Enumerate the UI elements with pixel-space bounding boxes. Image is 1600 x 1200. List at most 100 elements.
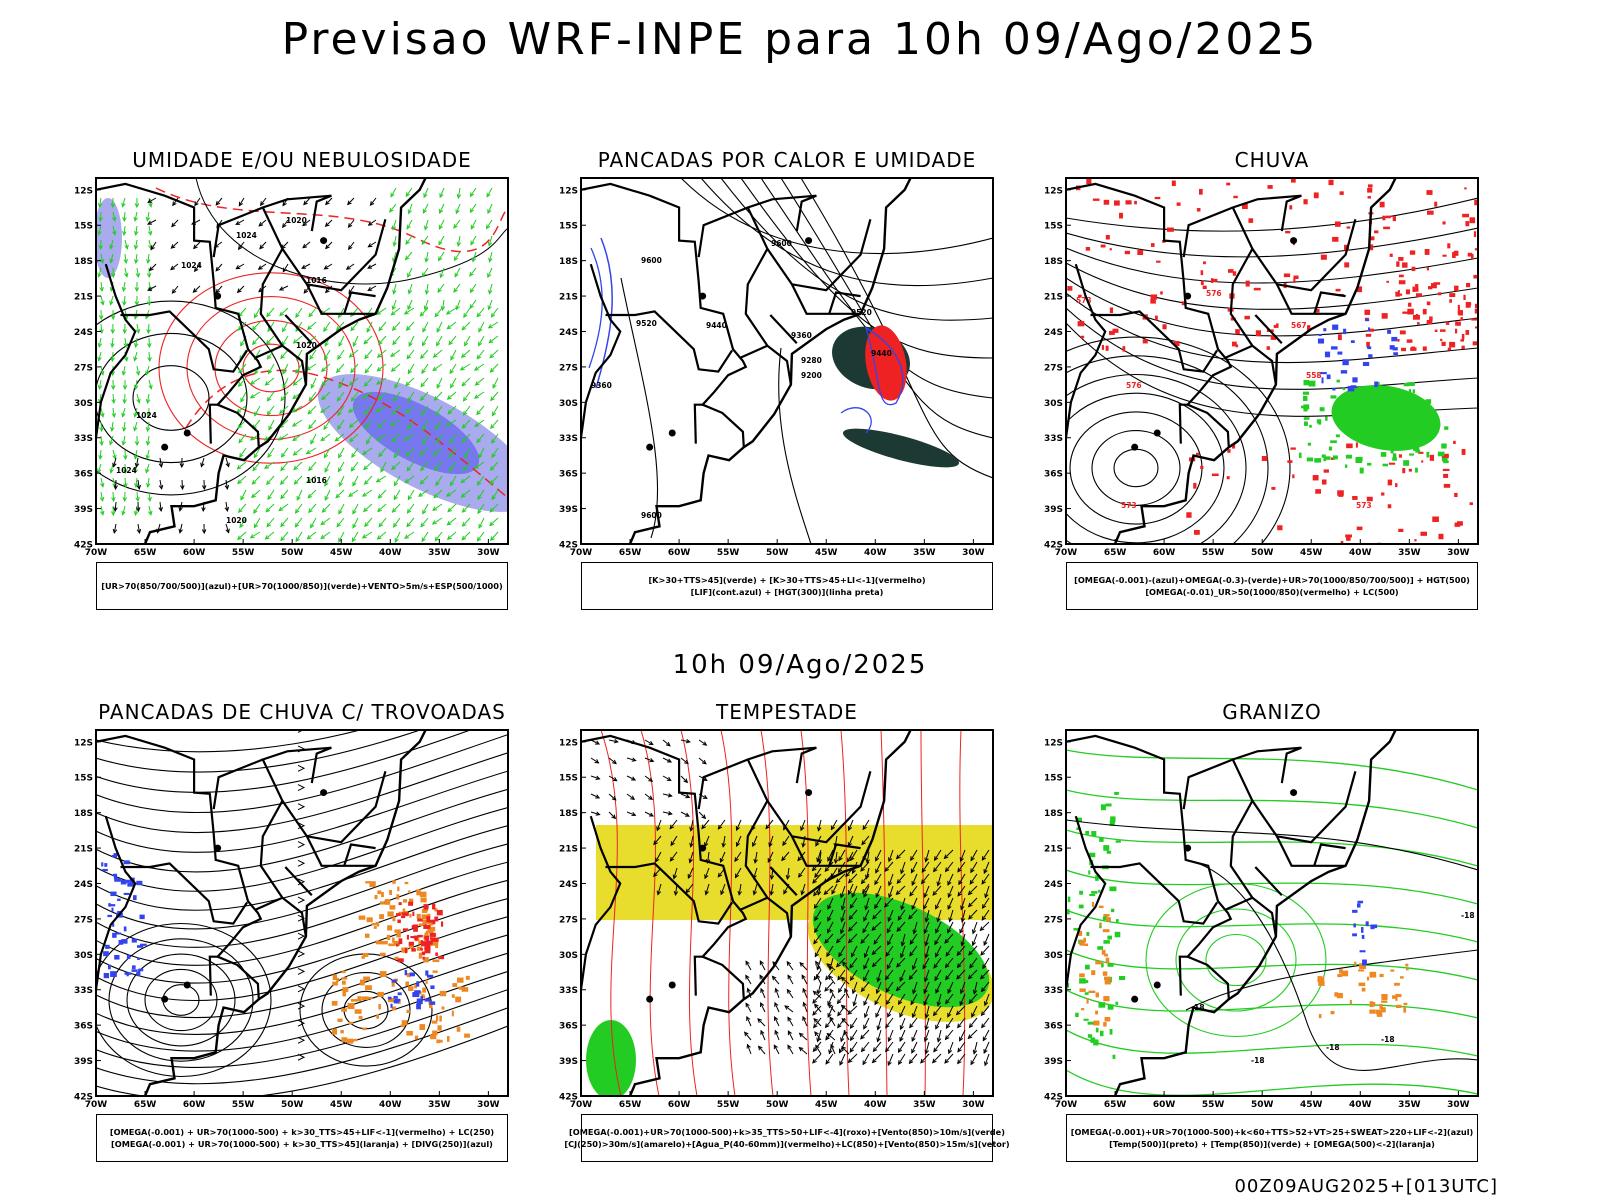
thickness-contour (185, 369, 508, 499)
wind-vector (981, 909, 990, 921)
wind-vector-green (392, 391, 401, 402)
wind-vector-green (408, 283, 413, 294)
storm-orange (357, 996, 362, 1002)
rain-red (1255, 330, 1262, 337)
lake-mark (1184, 292, 1192, 300)
storm-orange (430, 926, 436, 932)
panel-title-pancadas-calor: PANCADAS POR CALOR E UMIDADE (597, 148, 977, 172)
rain-red (1473, 274, 1478, 279)
wind-vector-head (688, 858, 693, 864)
rain-red (1077, 321, 1085, 327)
wind-vector-green-head (363, 480, 369, 486)
wind-vector-head (971, 941, 977, 947)
storm-orange (461, 987, 469, 992)
wind-vector-black (259, 241, 267, 249)
wind-vector (947, 885, 954, 898)
political-border (1066, 263, 1107, 446)
humidity-shade-light (96, 198, 122, 278)
wind-vector-head (687, 873, 692, 879)
lon-tick-label: 60W (1153, 548, 1176, 558)
wind-vector-green (405, 405, 415, 414)
wind-vector-green-head (404, 534, 409, 539)
temp850-contour (1066, 829, 1478, 867)
wind-vector-green (439, 187, 445, 198)
wind-vector-green-head (146, 329, 151, 335)
storm-orange (418, 923, 426, 926)
wind-vector-head (876, 1025, 881, 1031)
wind-vector (852, 981, 858, 994)
storm-red (435, 952, 438, 956)
storm-orange (439, 990, 447, 997)
lon-tick-label: 40W (864, 548, 887, 558)
wind-vector-head (932, 1011, 938, 1017)
wind-vector-green-head (282, 369, 287, 375)
wind-vector-green (148, 351, 151, 362)
wind-vector-black (147, 285, 157, 291)
wind-vector-head (827, 916, 832, 922)
wind-vector-green (293, 377, 303, 386)
wind-vector-green (477, 503, 485, 514)
wind-vector (662, 793, 672, 797)
wind-vector-head (967, 974, 973, 980)
lon-tick-label: 30W (1447, 1100, 1470, 1110)
wind-vector-green-head (279, 409, 284, 415)
wind-vector-green (323, 419, 331, 430)
wind-vector-green (420, 517, 429, 527)
temp850-contour (1111, 908, 1115, 913)
temp850-contour (1067, 896, 1071, 903)
lon-tick-label: 70W (85, 1100, 108, 1110)
wind-vector-green (378, 321, 387, 331)
wind-vector (704, 835, 710, 847)
wind-vector (798, 867, 806, 878)
wind-vector-green-head (145, 216, 151, 222)
wind-vector-green (100, 281, 103, 291)
wind-vector (970, 1053, 978, 1065)
wind-vector (680, 793, 690, 798)
wind-vector-black (181, 479, 184, 490)
wind-vector-green-head (390, 367, 396, 372)
rain-red (1211, 473, 1219, 477)
rain-green (1332, 455, 1338, 460)
lon-tick-label: 45W (815, 1100, 838, 1110)
divergence-blue (108, 904, 116, 907)
wind-vector-head (812, 1058, 817, 1064)
wind-vector-green-head (350, 368, 355, 374)
wind-vector-green (124, 449, 127, 460)
lat-tick-label: 27S (1044, 915, 1063, 925)
wind-vector-head (909, 939, 915, 945)
wind-vector-green-head (253, 509, 258, 515)
wind-vector-green-head (489, 479, 495, 485)
wind-vector-green-head (97, 342, 103, 348)
storm-orange (393, 940, 401, 946)
map-layers (96, 730, 508, 1096)
political-border (581, 182, 748, 448)
wind-vector-green (146, 365, 150, 375)
wind-vector-head (957, 1047, 962, 1053)
wind-vector-head (981, 855, 987, 861)
wind-vector-head (813, 1003, 819, 1009)
omega-orange (1105, 957, 1110, 964)
wind-vector-green-head (267, 369, 273, 375)
wind-vector-green (267, 349, 275, 360)
legend-line: [Temp(500)](preto) + [Temp(850)](verde) … (1109, 1139, 1435, 1149)
rain-red (1374, 230, 1379, 234)
wind-vector-head (861, 840, 866, 846)
wind-vector (937, 1029, 942, 1042)
wind-vector-head (863, 1024, 868, 1030)
wind-vector-green-head (490, 312, 496, 318)
wind-vector (835, 851, 838, 863)
wind-vector-green-head (351, 453, 356, 459)
rain-green (1303, 421, 1308, 426)
wind-vector-head (967, 890, 973, 896)
wind-vector-green-head (450, 383, 455, 389)
wind-vector-green-head (352, 341, 357, 347)
streamline-loop (96, 922, 272, 1078)
lat-tick-label: 42S (74, 1093, 93, 1103)
wind-vector-black (194, 197, 201, 206)
storm-red (432, 920, 436, 925)
wind-vector-green (112, 225, 116, 235)
wind-vector (853, 993, 858, 1006)
lon-tick-label: 70W (85, 548, 108, 558)
wind-vector-head (829, 988, 834, 994)
